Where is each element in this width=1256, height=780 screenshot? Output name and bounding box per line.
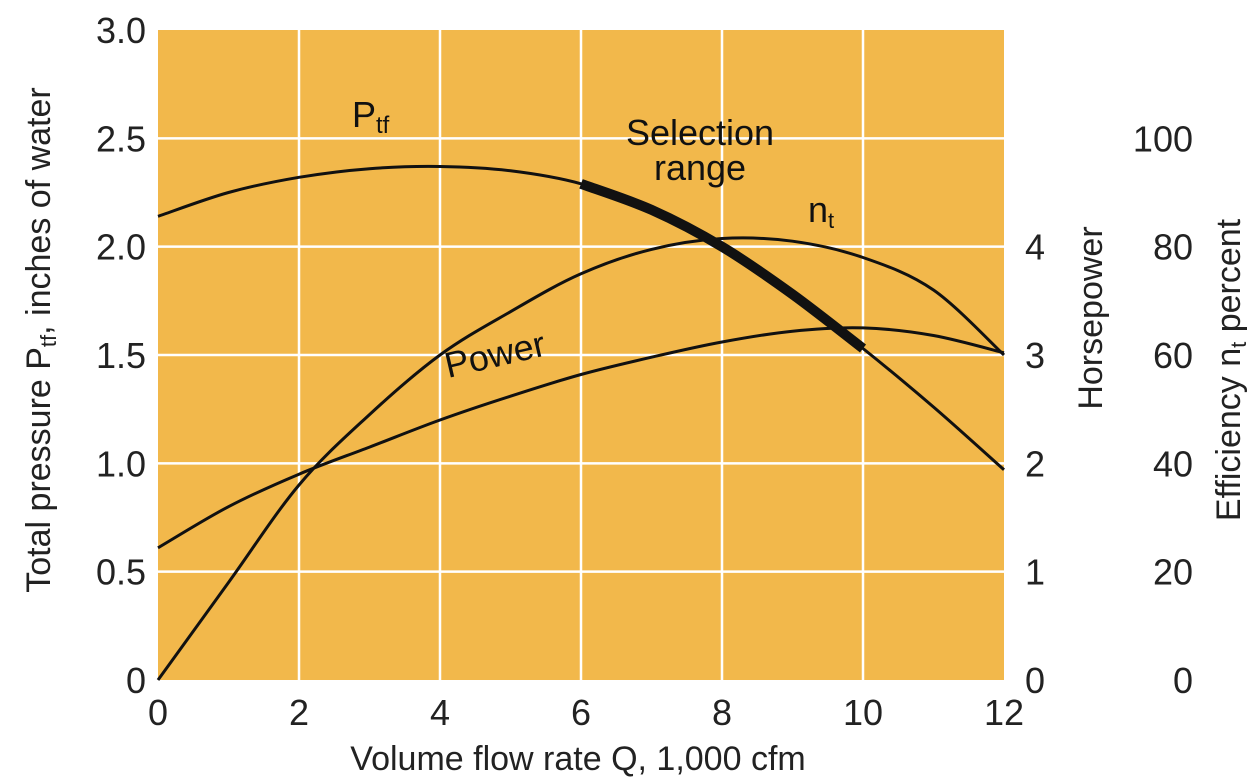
y-tick-label: 2.0 bbox=[96, 227, 146, 268]
y3-axis-label-suffix: percent bbox=[1210, 218, 1248, 341]
x-tick-label: 6 bbox=[571, 692, 591, 733]
y-tick-label: 1.5 bbox=[96, 335, 146, 376]
y-axis-label-subscript: tf bbox=[36, 334, 61, 347]
selection-range-segment bbox=[579, 179, 867, 353]
curves bbox=[156, 164, 1006, 681]
y-axis-label-main: Total pressure P bbox=[20, 347, 58, 593]
y-tick-label: 0.5 bbox=[96, 552, 146, 593]
nt-label-subscript: t bbox=[828, 208, 834, 233]
y-tick-label: 0 bbox=[126, 660, 146, 701]
y3-axis-label: Efficiency nt percent bbox=[1210, 218, 1251, 521]
ptf-label-subscript: tf bbox=[376, 112, 390, 139]
nt-curve-label: nt bbox=[808, 189, 834, 233]
selection-range-label-line1: Selection bbox=[626, 112, 774, 153]
x-axis-label: Volume flow rate Q, 1,000 cfm bbox=[350, 740, 805, 778]
y3-tick-label: 100 bbox=[1133, 118, 1193, 159]
x-tick-label: 0 bbox=[148, 692, 168, 733]
y3-tick-label: 80 bbox=[1153, 227, 1193, 268]
y2-tick-label: 2 bbox=[1025, 443, 1045, 484]
x-tick-label: 2 bbox=[289, 692, 309, 733]
y3-tick-label: 40 bbox=[1153, 443, 1193, 484]
x-tick-label: 12 bbox=[984, 692, 1024, 733]
x-tick-label: 10 bbox=[843, 692, 883, 733]
y-tick-label: 3.0 bbox=[96, 10, 146, 51]
y2-tick-label: 4 bbox=[1025, 227, 1045, 268]
curve-nt bbox=[156, 236, 1006, 681]
y3-axis-label-subscript: t bbox=[1226, 342, 1251, 348]
x-tick-label: 8 bbox=[712, 692, 732, 733]
y-tick-label: 1.0 bbox=[96, 443, 146, 484]
nt-label-main: n bbox=[808, 189, 828, 230]
y3-tick-label: 60 bbox=[1153, 335, 1193, 376]
y2-axis-label: Horsepower bbox=[1072, 226, 1110, 409]
ptf-curve-label: Ptf bbox=[352, 94, 390, 139]
y3-axis-label-main: Efficiency n bbox=[1210, 348, 1248, 521]
y2-tick-label: 1 bbox=[1025, 552, 1045, 593]
y-tick-label: 2.5 bbox=[96, 118, 146, 159]
y-axis-label-suffix: , inches of water bbox=[20, 87, 58, 335]
x-tick-label: 4 bbox=[430, 692, 450, 733]
selection-range-label-line2: range bbox=[654, 147, 746, 188]
y3-tick-label: 20 bbox=[1153, 552, 1193, 593]
tick-labels: 0 2 4 6 8 10 1200.51.01.52.02.53.0012340204060… bbox=[96, 10, 1193, 733]
y2-tick-label: 3 bbox=[1025, 335, 1045, 376]
y-axis-label: Total pressure Ptf, inches of water bbox=[20, 87, 61, 592]
y3-tick-label: 0 bbox=[1173, 660, 1193, 701]
ptf-label-main: P bbox=[352, 94, 376, 135]
y2-tick-label: 0 bbox=[1025, 660, 1045, 701]
curve-power bbox=[157, 326, 1005, 550]
